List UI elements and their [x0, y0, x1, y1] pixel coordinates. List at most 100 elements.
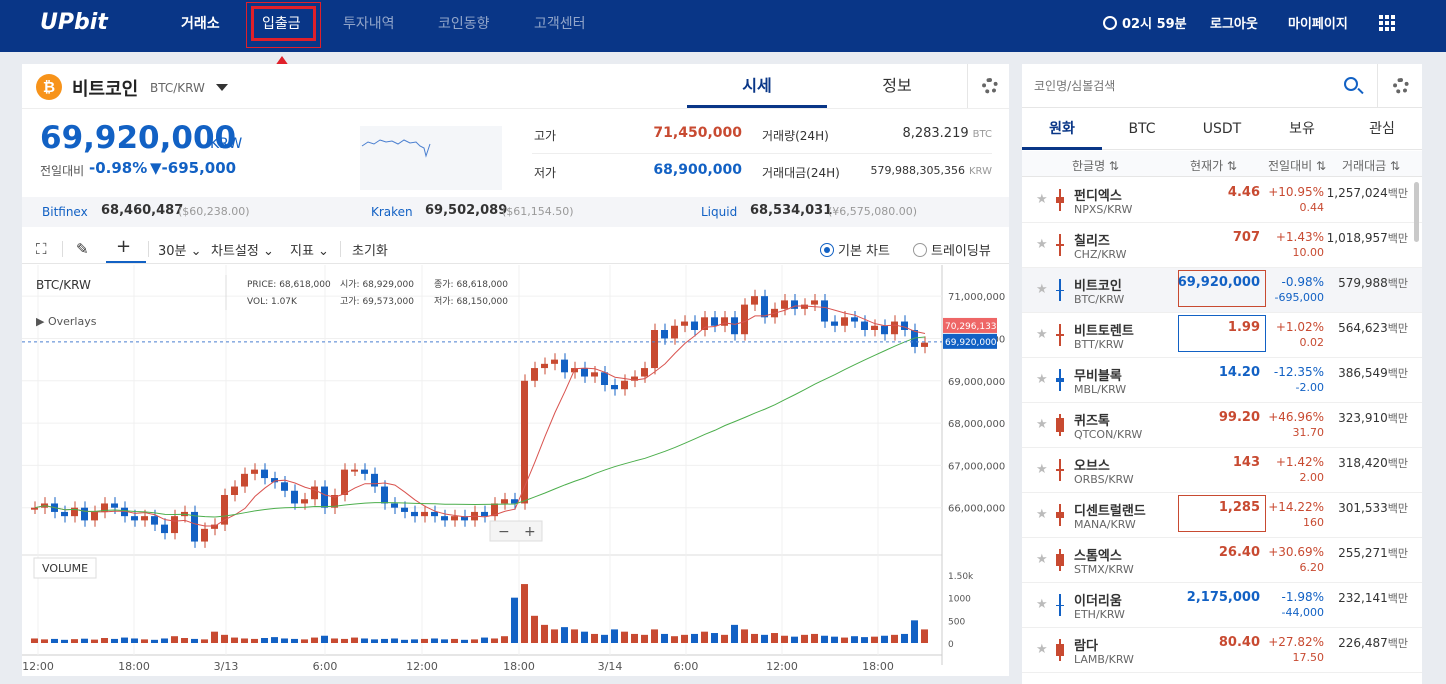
list-item[interactable]: ★ 비트코인 BTC/KRW 69,920,000 -0.98% -695,000 579,… — [1022, 268, 1422, 313]
apps-grid-icon[interactable] — [1379, 15, 1395, 31]
list-item[interactable]: ★ 오브스 ORBS/KRW 143 +1.42% 2.00 318,420백만 — [1022, 448, 1422, 493]
list-item[interactable]: ★ 칠리즈 CHZ/KRW 707 +1.43% 10.00 1,018,957백만 — [1022, 223, 1422, 268]
candle-body — [121, 507, 128, 517]
coin-volume: 579,988백만 — [1322, 275, 1408, 291]
candles — [31, 289, 928, 548]
coin-change-amt: 31.70 — [1292, 426, 1325, 439]
interval-select[interactable]: 30분 ⌄ — [158, 244, 202, 259]
ohlc-label: VOL: 1.07K — [247, 297, 298, 307]
volume-bars — [31, 584, 928, 643]
coin-change-pct: +1.42% — [1275, 455, 1324, 469]
tab-holdings[interactable]: 보유 — [1289, 121, 1315, 137]
list-item[interactable]: ★ 이더리움 ETH/KRW 2,175,000 -1.98% -44,000 232,14… — [1022, 583, 1422, 628]
search-input[interactable] — [1034, 76, 1334, 96]
low-label: 저가 — [534, 166, 557, 180]
coin-price: 143 — [1232, 455, 1260, 470]
reset-button[interactable]: 초기화 — [352, 244, 388, 259]
sort-volume[interactable]: 거래대금 ⇅ — [1342, 159, 1401, 173]
list-item[interactable]: ★ 람다 LAMB/KRW 80.40 +27.82% 17.50 226,487백만 — [1022, 628, 1422, 673]
tab-info[interactable]: 정보 — [882, 76, 912, 95]
search-icon[interactable] — [1344, 77, 1358, 91]
nav-customer-center[interactable]: 고객센터 — [534, 16, 586, 32]
list-item[interactable]: ★ 스톰엑스 STMX/KRW 26.40 +30.69% 6.20 255,271백만 — [1022, 538, 1422, 583]
volume-24h-label: 거래량(24H) — [762, 129, 829, 143]
tab-krw[interactable]: 원화 — [1022, 108, 1102, 150]
volume-bar — [481, 637, 488, 643]
candle-body — [631, 376, 638, 381]
favorite-star-icon[interactable]: ★ — [1036, 192, 1048, 207]
coin-dropdown-caret-icon[interactable] — [216, 84, 228, 91]
price-marker-label: 69,920,000 — [945, 338, 997, 348]
candlestick-chart-svg[interactable]: 71,000,00070,000,00069,000,00068,000,000… — [22, 265, 1009, 676]
mypage-link[interactable]: 마이페이지 — [1288, 17, 1348, 32]
coin-pair: STMX/KRW — [1074, 563, 1134, 576]
tab-price[interactable]: 시세 — [687, 64, 827, 108]
price-chart[interactable]: 71,000,00070,000,00069,000,00068,000,000… — [22, 265, 1009, 676]
tab-usdt[interactable]: USDT — [1202, 121, 1242, 137]
list-item[interactable]: ★ 퀴즈톡 QTCON/KRW 99.20 +46.96% 31.70 323,910백만 — [1022, 403, 1422, 448]
sort-price[interactable]: 현재가 ⇅ — [1190, 159, 1237, 173]
fullscreen-icon[interactable]: ⛶ — [36, 240, 47, 258]
coin-pair: CHZ/KRW — [1074, 248, 1127, 261]
radio-unchecked-icon — [913, 243, 927, 257]
tradingview-radio[interactable]: 트레이딩뷰 — [913, 240, 991, 259]
favorite-star-icon[interactable]: ★ — [1036, 507, 1048, 522]
basic-chart-radio[interactable]: 기본 차트 — [820, 240, 890, 259]
nav-exchange[interactable]: 거래소 — [181, 16, 220, 32]
candle-body — [241, 473, 248, 487]
nav-investments[interactable]: 투자내역 — [343, 16, 395, 32]
candle-body — [391, 503, 398, 508]
favorite-star-icon[interactable]: ★ — [1036, 327, 1048, 342]
coin-volume: 323,910백만 — [1322, 410, 1408, 426]
crosshair-icon[interactable]: + — [116, 236, 132, 257]
nav-coin-trends[interactable]: 코인동향 — [438, 16, 490, 32]
candle-body — [351, 469, 358, 472]
favorite-star-icon[interactable]: ★ — [1036, 372, 1048, 387]
coin-volume-value: 386,549 — [1338, 366, 1388, 380]
scrollbar[interactable] — [1414, 182, 1419, 242]
coin-search — [1022, 64, 1422, 108]
tab-btc[interactable]: BTC — [1128, 121, 1156, 137]
sort-name[interactable]: 한글명 ⇅ — [1072, 159, 1119, 173]
favorite-star-icon[interactable]: ★ — [1036, 237, 1048, 252]
list-settings-button[interactable] — [1377, 64, 1422, 108]
list-item[interactable]: ★ 무비블록 MBL/KRW 14.20 -12.35% -2.00 386,549백만 — [1022, 358, 1422, 403]
favorite-star-icon[interactable]: ★ — [1036, 642, 1048, 657]
zoom-out-button: − — [498, 524, 510, 540]
candle-body — [521, 380, 528, 504]
low-value: 68,900,000 — [653, 162, 742, 178]
pencil-icon[interactable]: ✎ — [76, 240, 89, 258]
favorite-star-icon[interactable]: ★ — [1036, 462, 1048, 477]
list-item[interactable]: ★ 디센트럴랜드 MANA/KRW 1,285 +14.22% 160 301,533백만 — [1022, 493, 1422, 538]
volume-bar — [71, 639, 78, 643]
sort-change[interactable]: 전일대비 ⇅ — [1268, 159, 1327, 173]
candle-body — [401, 507, 408, 512]
favorite-star-icon[interactable]: ★ — [1036, 282, 1048, 297]
indicator-menu[interactable]: 지표 ⌄ — [290, 244, 329, 259]
volume-bar — [821, 635, 828, 643]
list-item[interactable]: ★ 펀디엑스 NPXS/KRW 4.46 +10.95% 0.44 1,257,024백만 — [1022, 178, 1422, 223]
candle-body — [851, 317, 858, 322]
coin-volume-value: 318,420 — [1338, 456, 1388, 470]
nav-deposit-withdraw[interactable]: 입출금 — [262, 16, 301, 32]
candle-body — [151, 516, 158, 525]
logout-link[interactable]: 로그아웃 — [1210, 17, 1258, 32]
candle-body — [561, 359, 568, 373]
volume-bar — [351, 637, 358, 643]
favorite-star-icon[interactable]: ★ — [1036, 417, 1048, 432]
upbit-logo[interactable]: UPbit — [40, 10, 108, 35]
tab-favorites[interactable]: 관심 — [1369, 121, 1395, 137]
top-navigation: UPbit 거래소 입출금 투자내역 코인동향 고객센터 02시 59분 로그아… — [0, 0, 1446, 52]
settings-button[interactable] — [967, 64, 1009, 108]
candle-body — [921, 342, 928, 347]
price-highlight-box — [1178, 315, 1266, 352]
favorite-star-icon[interactable]: ★ — [1036, 597, 1048, 612]
candle-body — [891, 321, 898, 335]
candle-body — [671, 325, 678, 339]
chart-settings-menu[interactable]: 차트설정 ⌄ — [211, 244, 274, 259]
volume-bar — [881, 635, 888, 643]
favorite-star-icon[interactable]: ★ — [1036, 552, 1048, 567]
main-panel: ₿ 비트코인 BTC/KRW 시세 정보 69,920,000 KRW 전일대비… — [22, 64, 1009, 676]
list-item[interactable]: ★ 비트토렌트 BTT/KRW 1.99 +1.02% 0.02 564,623백만 — [1022, 313, 1422, 358]
candle-body — [481, 511, 488, 517]
